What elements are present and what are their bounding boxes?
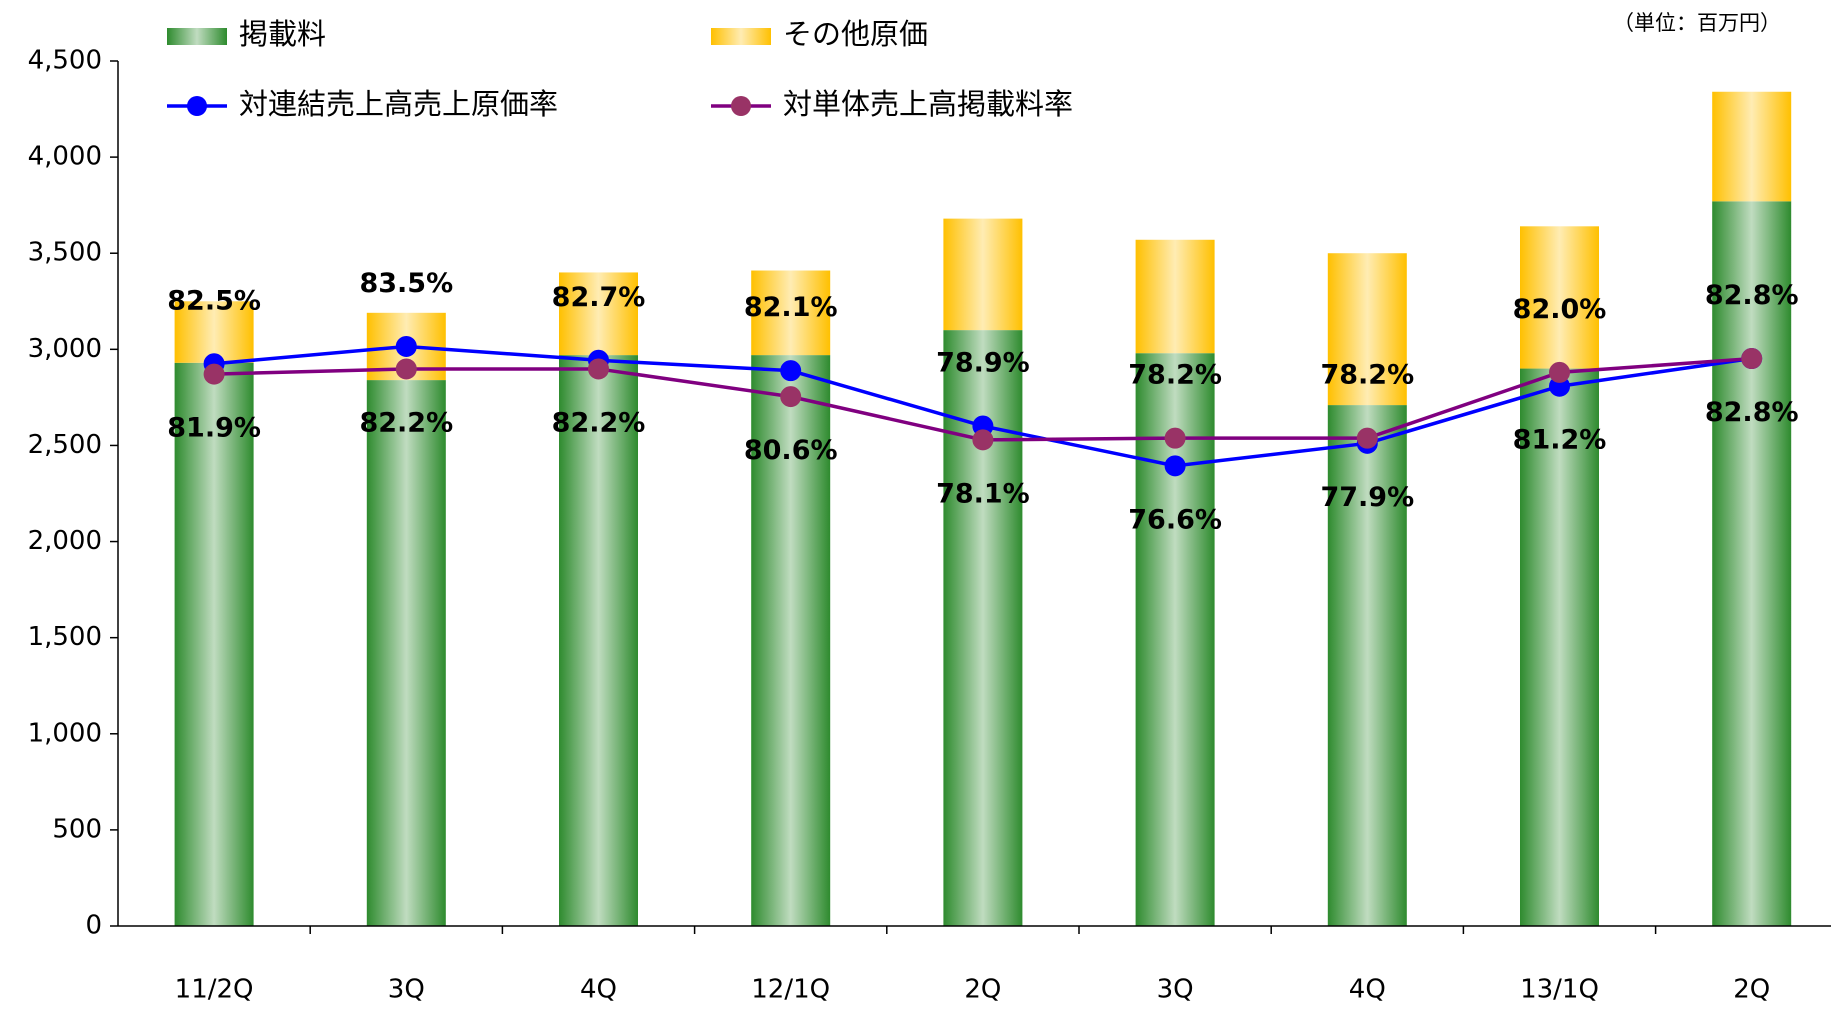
marker <box>1164 455 1186 477</box>
bar <box>751 270 831 356</box>
y-tick-label: 3,500 <box>28 238 102 268</box>
x-tick-label: 2Q <box>1733 975 1770 1005</box>
bar <box>1712 91 1792 202</box>
data-label: 77.9% <box>1320 482 1414 513</box>
marker <box>1741 348 1763 370</box>
marker <box>1164 427 1186 449</box>
data-label: 82.2% <box>359 407 453 438</box>
marker <box>203 363 225 385</box>
bar <box>1327 405 1407 927</box>
legend-item: 対単体売上高掲載料率 <box>711 87 1073 121</box>
bar <box>1520 226 1599 369</box>
marker <box>1356 427 1378 449</box>
x-tick-label: 2Q <box>964 975 1001 1005</box>
legend-item: 掲載料 <box>167 17 326 51</box>
data-label: 82.7% <box>552 282 646 313</box>
x-tick-label: 3Q <box>388 975 425 1005</box>
data-label: 78.2% <box>1320 360 1414 391</box>
x-tick-label: 13/1Q <box>1520 975 1599 1005</box>
marker <box>780 386 802 408</box>
data-label: 78.1% <box>936 478 1030 509</box>
legend-label: その他原価 <box>783 17 928 51</box>
data-label: 83.5% <box>359 268 453 299</box>
marker <box>395 358 417 380</box>
y-tick-label: 4,500 <box>28 46 102 76</box>
data-label: 82.8% <box>1705 280 1799 311</box>
bar <box>943 218 1023 331</box>
bar <box>1712 201 1792 927</box>
data-label: 81.2% <box>1513 425 1607 456</box>
legend-label: 掲載料 <box>239 17 326 51</box>
y-tick-label: 2,000 <box>28 526 102 556</box>
data-label: 78.9% <box>936 348 1030 379</box>
legend-item: その他原価 <box>711 17 928 51</box>
marker <box>780 360 802 382</box>
legend-item: 対連結売上高売上原価率 <box>167 87 558 121</box>
bar <box>174 362 254 926</box>
legend-swatch <box>711 28 771 45</box>
data-label: 82.8% <box>1705 397 1799 428</box>
bar <box>1135 239 1215 354</box>
marker <box>395 335 417 357</box>
bar <box>366 380 446 927</box>
y-tick-label: 2,500 <box>28 430 102 460</box>
x-tick-label: 4Q <box>580 975 617 1005</box>
x-tick-label: 3Q <box>1157 975 1194 1005</box>
marker <box>588 358 609 380</box>
legend-swatch <box>167 28 227 45</box>
data-label: 82.5% <box>167 285 261 316</box>
y-tick-label: 3,000 <box>28 334 102 364</box>
bar <box>1327 253 1407 406</box>
data-label: 78.2% <box>1128 360 1222 391</box>
y-tick-label: 1,500 <box>28 622 102 652</box>
unit-note: （単位：百万円） <box>1613 11 1781 35</box>
data-label: 82.0% <box>1513 294 1607 325</box>
bar <box>559 355 638 927</box>
y-tick-label: 0 <box>85 911 102 941</box>
bar <box>1135 353 1215 927</box>
y-tick-label: 1,000 <box>28 718 102 748</box>
x-tick-label: 4Q <box>1349 975 1386 1005</box>
data-label: 81.9% <box>167 413 261 444</box>
bar <box>1520 368 1599 926</box>
bar <box>174 301 254 363</box>
data-label: 82.2% <box>552 407 646 438</box>
data-label: 80.6% <box>744 435 838 466</box>
bar <box>559 272 638 356</box>
bar <box>751 355 831 927</box>
data-label: 82.1% <box>744 292 838 323</box>
y-tick-label: 500 <box>52 814 102 844</box>
y-tick-label: 4,000 <box>28 142 102 172</box>
legend-marker <box>731 96 751 116</box>
x-tick-label: 11/2Q <box>175 975 254 1005</box>
legend-label: 対単体売上高掲載料率 <box>783 87 1073 121</box>
x-tick-label: 12/1Q <box>751 975 830 1005</box>
marker <box>1549 361 1570 383</box>
legend-label: 対連結売上高売上原価率 <box>239 87 558 121</box>
legend-marker <box>187 96 207 116</box>
data-label: 76.6% <box>1128 504 1222 535</box>
marker <box>972 429 994 451</box>
